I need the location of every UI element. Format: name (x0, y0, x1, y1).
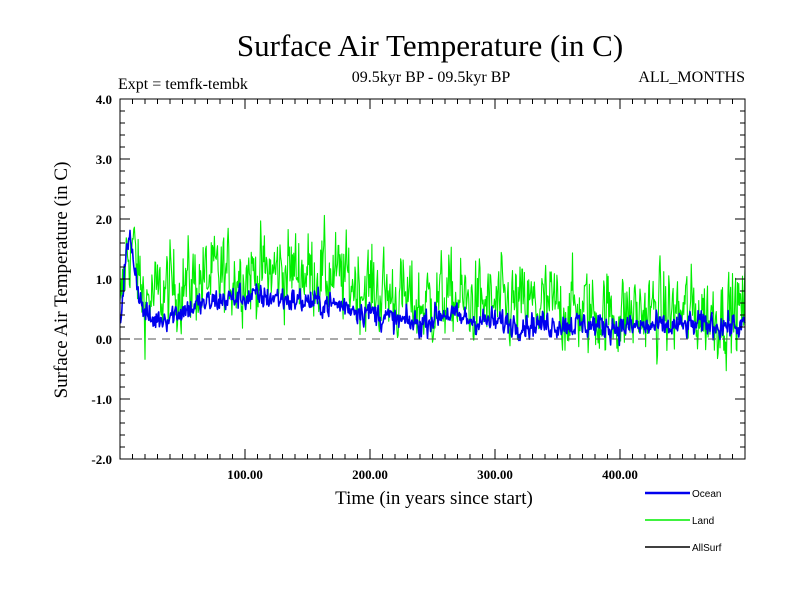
y-tick-label: 1.0 (96, 272, 112, 287)
y-axis: -2.0 -1.0 0.0 1.0 2.0 3.0 4.0 (91, 92, 745, 467)
y-tick-label: -2.0 (91, 452, 112, 467)
x-tick-label: 200.00 (352, 467, 388, 482)
y-tick-label: -1.0 (91, 392, 112, 407)
legend: Ocean Land AllSurf (645, 489, 722, 554)
chart-subtitle-center: 09.5kyr BP - 09.5kyr BP (352, 69, 511, 86)
plot-area (119, 214, 746, 372)
chart-title: Surface Air Temperature (in C) (237, 28, 623, 63)
y-tick-label: 2.0 (96, 212, 112, 227)
y-tick-label: 4.0 (96, 92, 112, 107)
y-tick-label: 0.0 (96, 332, 112, 347)
x-tick-label: 400.00 (602, 467, 638, 482)
series-line-land (119, 214, 746, 372)
legend-label-land: Land (692, 516, 714, 527)
x-axis-label: Time (in years since start) (335, 488, 533, 509)
y-axis-label: Surface Air Temperature (in C) (51, 162, 72, 399)
chart-subtitle-left: Expt = temfk-tembk (118, 76, 248, 93)
legend-label-ocean: Ocean (692, 489, 721, 500)
x-tick-label: 100.00 (227, 467, 263, 482)
series-line-ocean (119, 229, 746, 347)
y-tick-label: 3.0 (96, 152, 112, 167)
x-axis: 100.00 200.00 300.00 400.00 (132, 99, 733, 482)
chart-subtitle-right: ALL_MONTHS (638, 69, 745, 86)
x-tick-label: 300.00 (477, 467, 513, 482)
legend-label-allsurf: AllSurf (692, 543, 722, 554)
